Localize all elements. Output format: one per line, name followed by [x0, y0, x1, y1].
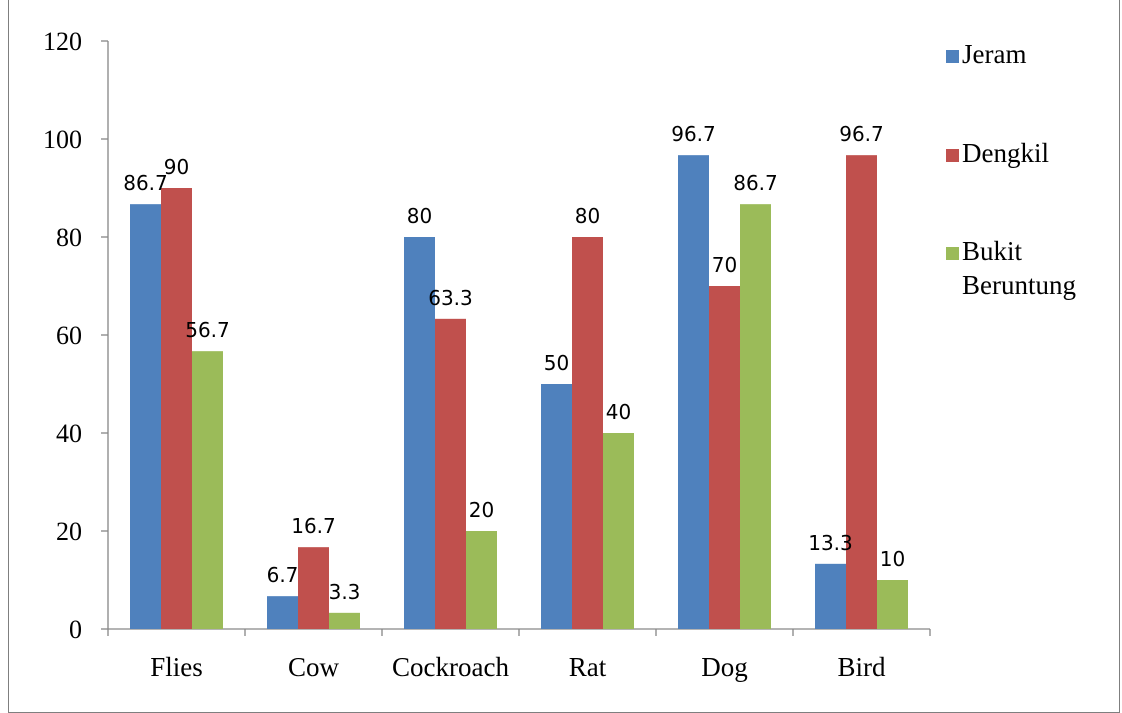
bar-jeram [404, 237, 435, 629]
data-label: 20 [469, 498, 494, 522]
x-category-label: Rat [569, 652, 607, 682]
data-label: 86.7 [733, 171, 778, 195]
legend-label: Jeram [962, 39, 1026, 69]
data-label: 3.3 [329, 580, 361, 604]
y-tick-label: 20 [56, 517, 82, 546]
data-label: 80 [575, 204, 600, 228]
bar-dengkil [709, 286, 740, 629]
bar-bukit-beruntung [603, 433, 634, 629]
x-category-label: Dog [701, 652, 748, 682]
data-label: 70 [712, 253, 737, 277]
data-label: 90 [164, 155, 189, 179]
data-label: 86.7 [123, 171, 168, 195]
legend-label: Bukit [962, 236, 1023, 266]
y-tick-label: 60 [56, 321, 82, 350]
data-label: 50 [544, 351, 569, 375]
data-label: 63.3 [428, 286, 473, 310]
axes: 0 20 40 60 80 100 120 Flies Cow Cockroach Rat Dog Bi… [43, 27, 931, 682]
bar-jeram [267, 596, 298, 629]
y-tick-label: 120 [43, 27, 82, 56]
data-label: 96.7 [839, 122, 884, 146]
bar-bukit-beruntung [740, 204, 771, 630]
y-tick-label: 40 [56, 419, 82, 448]
data-label: 16.7 [291, 514, 336, 538]
legend-swatch-1 [946, 149, 959, 162]
x-category-label: Cockroach [392, 652, 509, 682]
bar-jeram [541, 384, 572, 629]
bar-dengkil [161, 188, 192, 629]
data-label: 80 [407, 204, 432, 228]
x-category-label: Cow [288, 652, 340, 682]
bar-bukit-beruntung [329, 612, 360, 629]
y-tick-label: 80 [56, 223, 82, 252]
legend-label: Beruntung [962, 270, 1076, 300]
legend-swatch-2 [946, 247, 959, 260]
data-label: 10 [880, 547, 905, 571]
y-tick-label: 100 [43, 125, 82, 154]
legend-label: Dengkil [962, 138, 1049, 168]
bar-dengkil [298, 547, 329, 629]
data-label: 56.7 [185, 318, 230, 342]
bar-bukit-beruntung [466, 531, 497, 629]
legend: Jeram Dengkil Bukit Beruntung [946, 39, 1076, 300]
y-tick-label: 0 [69, 615, 82, 644]
x-category-label: Flies [150, 652, 203, 682]
legend-swatch-0 [946, 50, 959, 63]
bar-bukit-beruntung [877, 580, 908, 629]
data-label: 6.7 [267, 563, 299, 587]
bar-dengkil [572, 237, 603, 629]
bar-jeram [815, 563, 846, 629]
data-labels: 86.7 6.7 80 50 96.7 13.3 90 16.7 63.3 80 70 96.7 56.… [123, 122, 905, 604]
bar-bukit-beruntung [192, 351, 223, 629]
data-label: 96.7 [671, 122, 716, 146]
bar-dengkil [435, 318, 466, 629]
bar-jeram [130, 204, 161, 630]
bars [130, 155, 908, 630]
bar-dengkil [846, 155, 877, 630]
bar-jeram [678, 155, 709, 630]
data-label: 13.3 [808, 531, 853, 555]
x-category-label: Bird [837, 652, 886, 682]
data-label: 40 [606, 400, 631, 424]
